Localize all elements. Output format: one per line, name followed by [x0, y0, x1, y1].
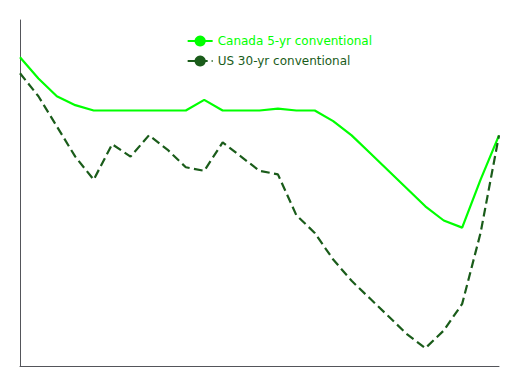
svg-text:Canada 5-yr conventional: Canada 5-yr conventional: [218, 34, 372, 48]
svg-text:US 30-yr conventional: US 30-yr conventional: [218, 54, 351, 68]
